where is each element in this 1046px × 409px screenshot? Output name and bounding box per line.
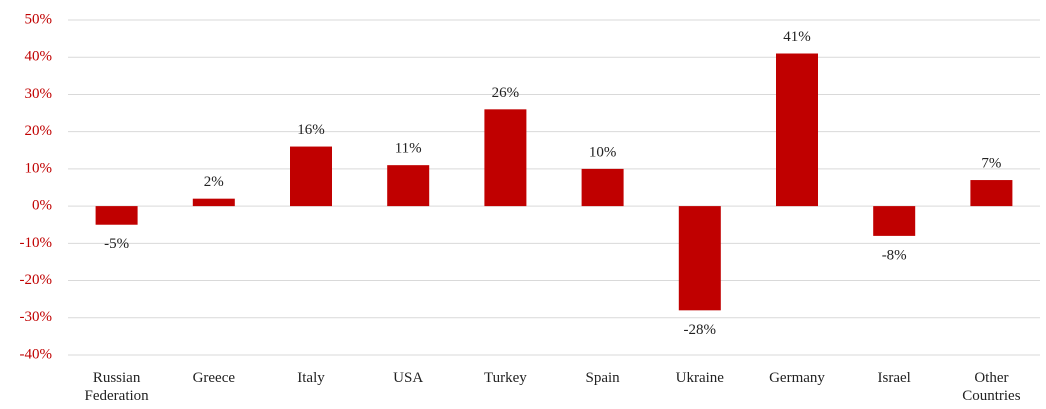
y-tick-label: 0% [32,198,52,214]
bar [290,146,332,207]
bar [678,206,721,311]
data-label: 41% [783,29,811,45]
y-tick-label: 40% [25,49,53,65]
y-tick-label: 30% [25,86,53,102]
x-tick-label: Turkey [483,370,527,386]
bar [95,206,138,225]
data-label: 10% [589,144,617,160]
x-tick-label: USA [393,370,424,386]
bar [581,168,624,207]
bar [776,53,818,207]
x-tick-label: Israel [877,370,911,386]
data-label: 2% [204,174,224,190]
y-tick-label: -30% [20,309,53,325]
y-tick-label: 10% [25,160,53,176]
bar [873,206,916,236]
bar [970,180,1013,207]
x-tick-label: Italy [297,370,325,386]
y-tick-label: -20% [20,272,53,288]
y-tick-label: 20% [25,123,53,139]
bar [192,198,235,207]
x-tick-label: Other Countries [962,370,1021,404]
x-tick-label: Russian Federation [84,370,149,404]
x-tick-label: Greece [192,370,236,386]
bar [387,165,430,207]
y-tick-label: -40% [20,346,53,362]
data-label: 11% [395,141,422,157]
data-label: 26% [492,85,520,101]
x-tick-label: Spain [585,370,620,386]
x-tick-label: Germany [769,370,825,386]
y-tick-label: 50% [25,11,53,27]
data-label: -28% [684,322,717,338]
bar [484,109,527,207]
y-tick-label: -10% [20,235,53,251]
data-label: -8% [882,247,907,263]
x-tick-label: Ukraine [675,370,724,386]
data-label: 16% [297,122,325,138]
data-label: 7% [981,155,1001,171]
data-label: -5% [104,236,129,252]
